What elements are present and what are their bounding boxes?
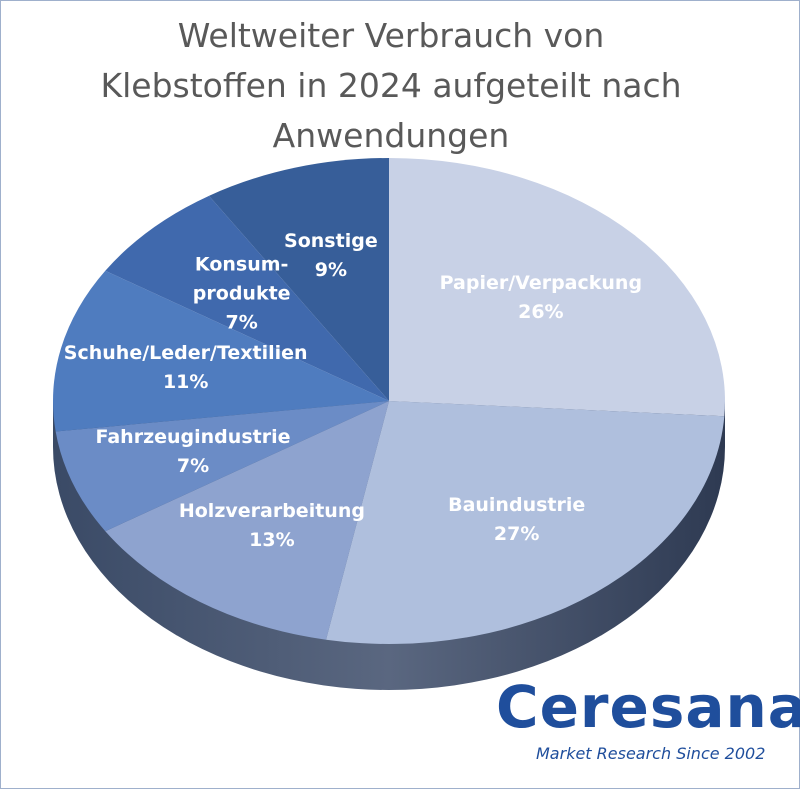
category-label: Bauindustrie <box>448 494 586 517</box>
pie-slice <box>208 158 389 401</box>
value-label: 7% <box>225 311 258 334</box>
value-label: 13% <box>249 528 295 551</box>
value-label: 11% <box>162 371 209 394</box>
value-label: 26% <box>518 300 564 323</box>
pie-slice <box>55 401 389 532</box>
slice-label: Bauindustrie 27% <box>448 491 585 549</box>
slice-label: Konsum- produkte 7% <box>193 251 291 338</box>
slice-label: Fahrzeugindustrie 7% <box>95 423 290 481</box>
logo-tagline: Market Research Since 2002 <box>536 744 766 763</box>
category-label: Papier/Verpackung <box>439 271 643 294</box>
value-label: 27% <box>493 523 540 546</box>
pie-slice <box>326 401 725 644</box>
category-label: Holzverarbeitung <box>178 499 365 522</box>
category-label: Fahrzeugindustrie <box>95 426 291 449</box>
value-label: 7% <box>176 455 210 478</box>
category-label: Schuhe/Leder/Textilien <box>63 342 308 365</box>
pie-slice <box>105 195 389 401</box>
slice-label: Holzverarbeitung 13% <box>179 497 365 555</box>
category-label: Konsum- produkte <box>192 253 291 305</box>
logo: Ceresana <box>496 673 800 741</box>
slice-label: Papier/Verpackung 26% <box>440 269 642 327</box>
pie-slice <box>105 401 389 640</box>
pie-slice <box>389 158 725 417</box>
slice-label: Sonstige 9% <box>284 227 378 285</box>
category-label: Sonstige <box>284 230 378 253</box>
pie-slice <box>53 270 390 432</box>
chart-title: Weltweiter Verbrauch von Klebstoffen in … <box>100 16 682 155</box>
value-label: 9% <box>314 259 347 282</box>
slice-label: Schuhe/Leder/Textilien 11% <box>64 339 308 397</box>
